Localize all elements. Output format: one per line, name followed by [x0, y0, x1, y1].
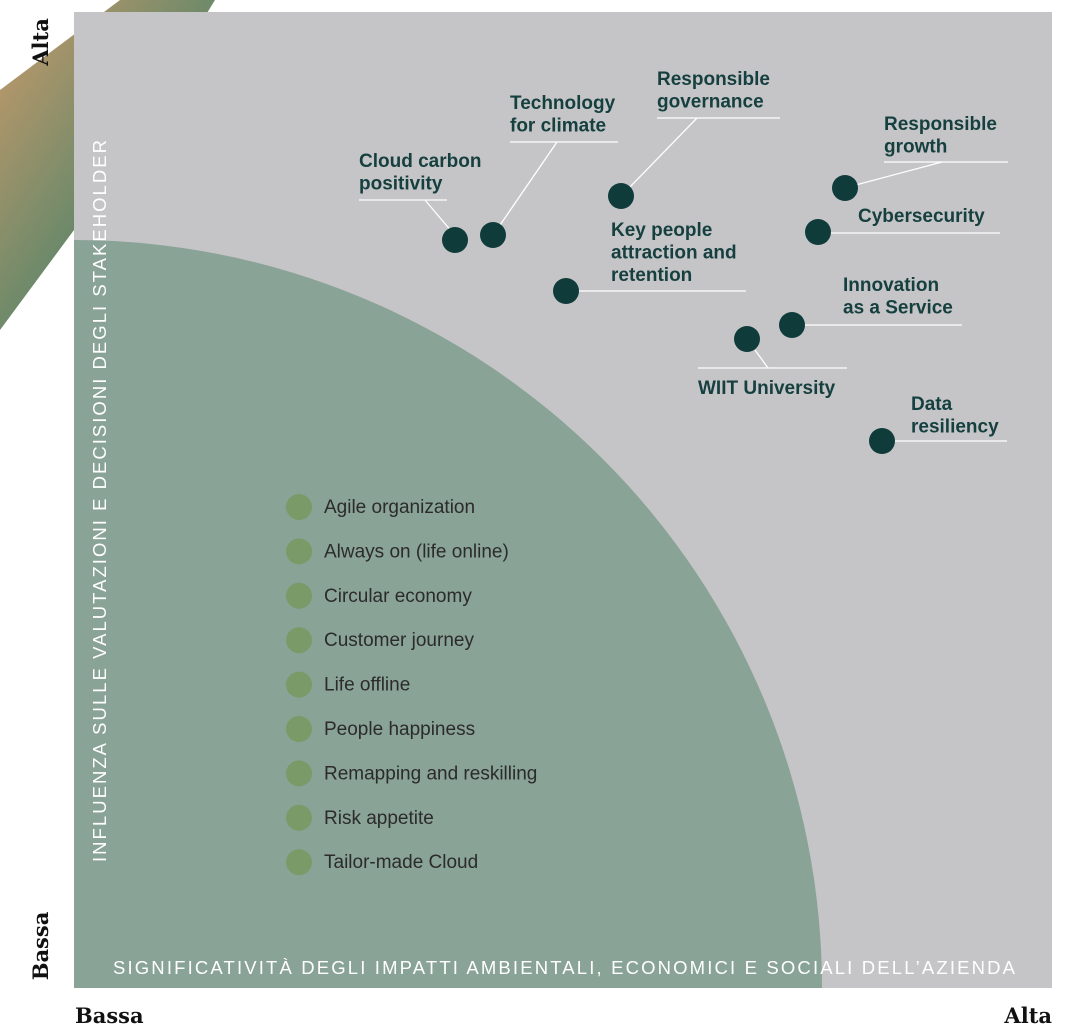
topic-label: retention — [611, 265, 692, 286]
topic-dot — [286, 538, 312, 565]
topic-label: Responsible — [657, 69, 770, 90]
topic-label: Risk appetite — [324, 808, 434, 829]
topic-label: governance — [657, 92, 764, 113]
x-high-label: Alta — [1003, 1003, 1052, 1028]
connector — [497, 141, 558, 229]
topic-dot — [286, 582, 312, 609]
connector — [851, 161, 943, 187]
topic-dot — [286, 627, 312, 654]
low-area — [74, 240, 822, 988]
topic-label: People happiness — [324, 719, 475, 740]
topic-dot — [805, 219, 831, 245]
topic-dot — [442, 227, 468, 253]
topic-dot — [286, 849, 312, 876]
y-low-label: Bassa — [28, 911, 53, 980]
y-axis-title: INFLUENZA SULLE VALUTAZIONI E DECISIONI … — [89, 140, 110, 862]
topic-dot — [832, 175, 858, 201]
topic-label: Always on (life online) — [324, 541, 509, 562]
topic-dot — [734, 326, 760, 352]
topic-label: as a Service — [843, 298, 953, 319]
topic-label: Circular economy — [324, 586, 472, 607]
topic-label: positivity — [359, 174, 443, 195]
topic-dot — [553, 278, 579, 304]
topic-label: attraction and — [611, 243, 737, 264]
topic-label: Cybersecurity — [858, 206, 985, 227]
topic-label: Life offline — [324, 675, 410, 696]
topic-label: Tailor-made Cloud — [324, 852, 478, 873]
topic-label: Agile organization — [324, 497, 475, 518]
topic-label: Data — [911, 394, 953, 415]
topic-dot — [286, 671, 312, 698]
topic-dot — [608, 183, 634, 209]
topic-dot — [286, 804, 312, 831]
topic-label: resiliency — [911, 417, 999, 438]
topic-label: growth — [884, 137, 947, 158]
topic-dot — [779, 312, 805, 338]
topic-label: Responsible — [884, 114, 997, 135]
x-axis-title: SIGNIFICATIVITÀ DEGLI IMPATTI AMBIENTALI… — [113, 957, 1016, 978]
topic-dot — [286, 760, 312, 787]
x-low-label: Bassa — [75, 1003, 144, 1028]
topic-dot — [286, 716, 312, 742]
topic-dot — [480, 222, 506, 248]
topic-dot — [286, 494, 312, 520]
topic-label: Remapping and reskilling — [324, 763, 537, 784]
topic-label: for climate — [510, 116, 606, 137]
topic-label: Innovation — [843, 275, 939, 296]
topic-dot — [869, 428, 895, 454]
topic-label: Key people — [611, 220, 712, 241]
topic-label: WIIT University — [698, 378, 836, 399]
topic-label: Customer journey — [324, 630, 474, 651]
connector — [754, 349, 769, 369]
topic-label: Cloud carbon — [359, 151, 481, 172]
y-high-label: Alta — [28, 18, 53, 67]
connector — [424, 199, 453, 233]
topic-label: Technology — [510, 93, 616, 114]
connector — [626, 117, 698, 191]
